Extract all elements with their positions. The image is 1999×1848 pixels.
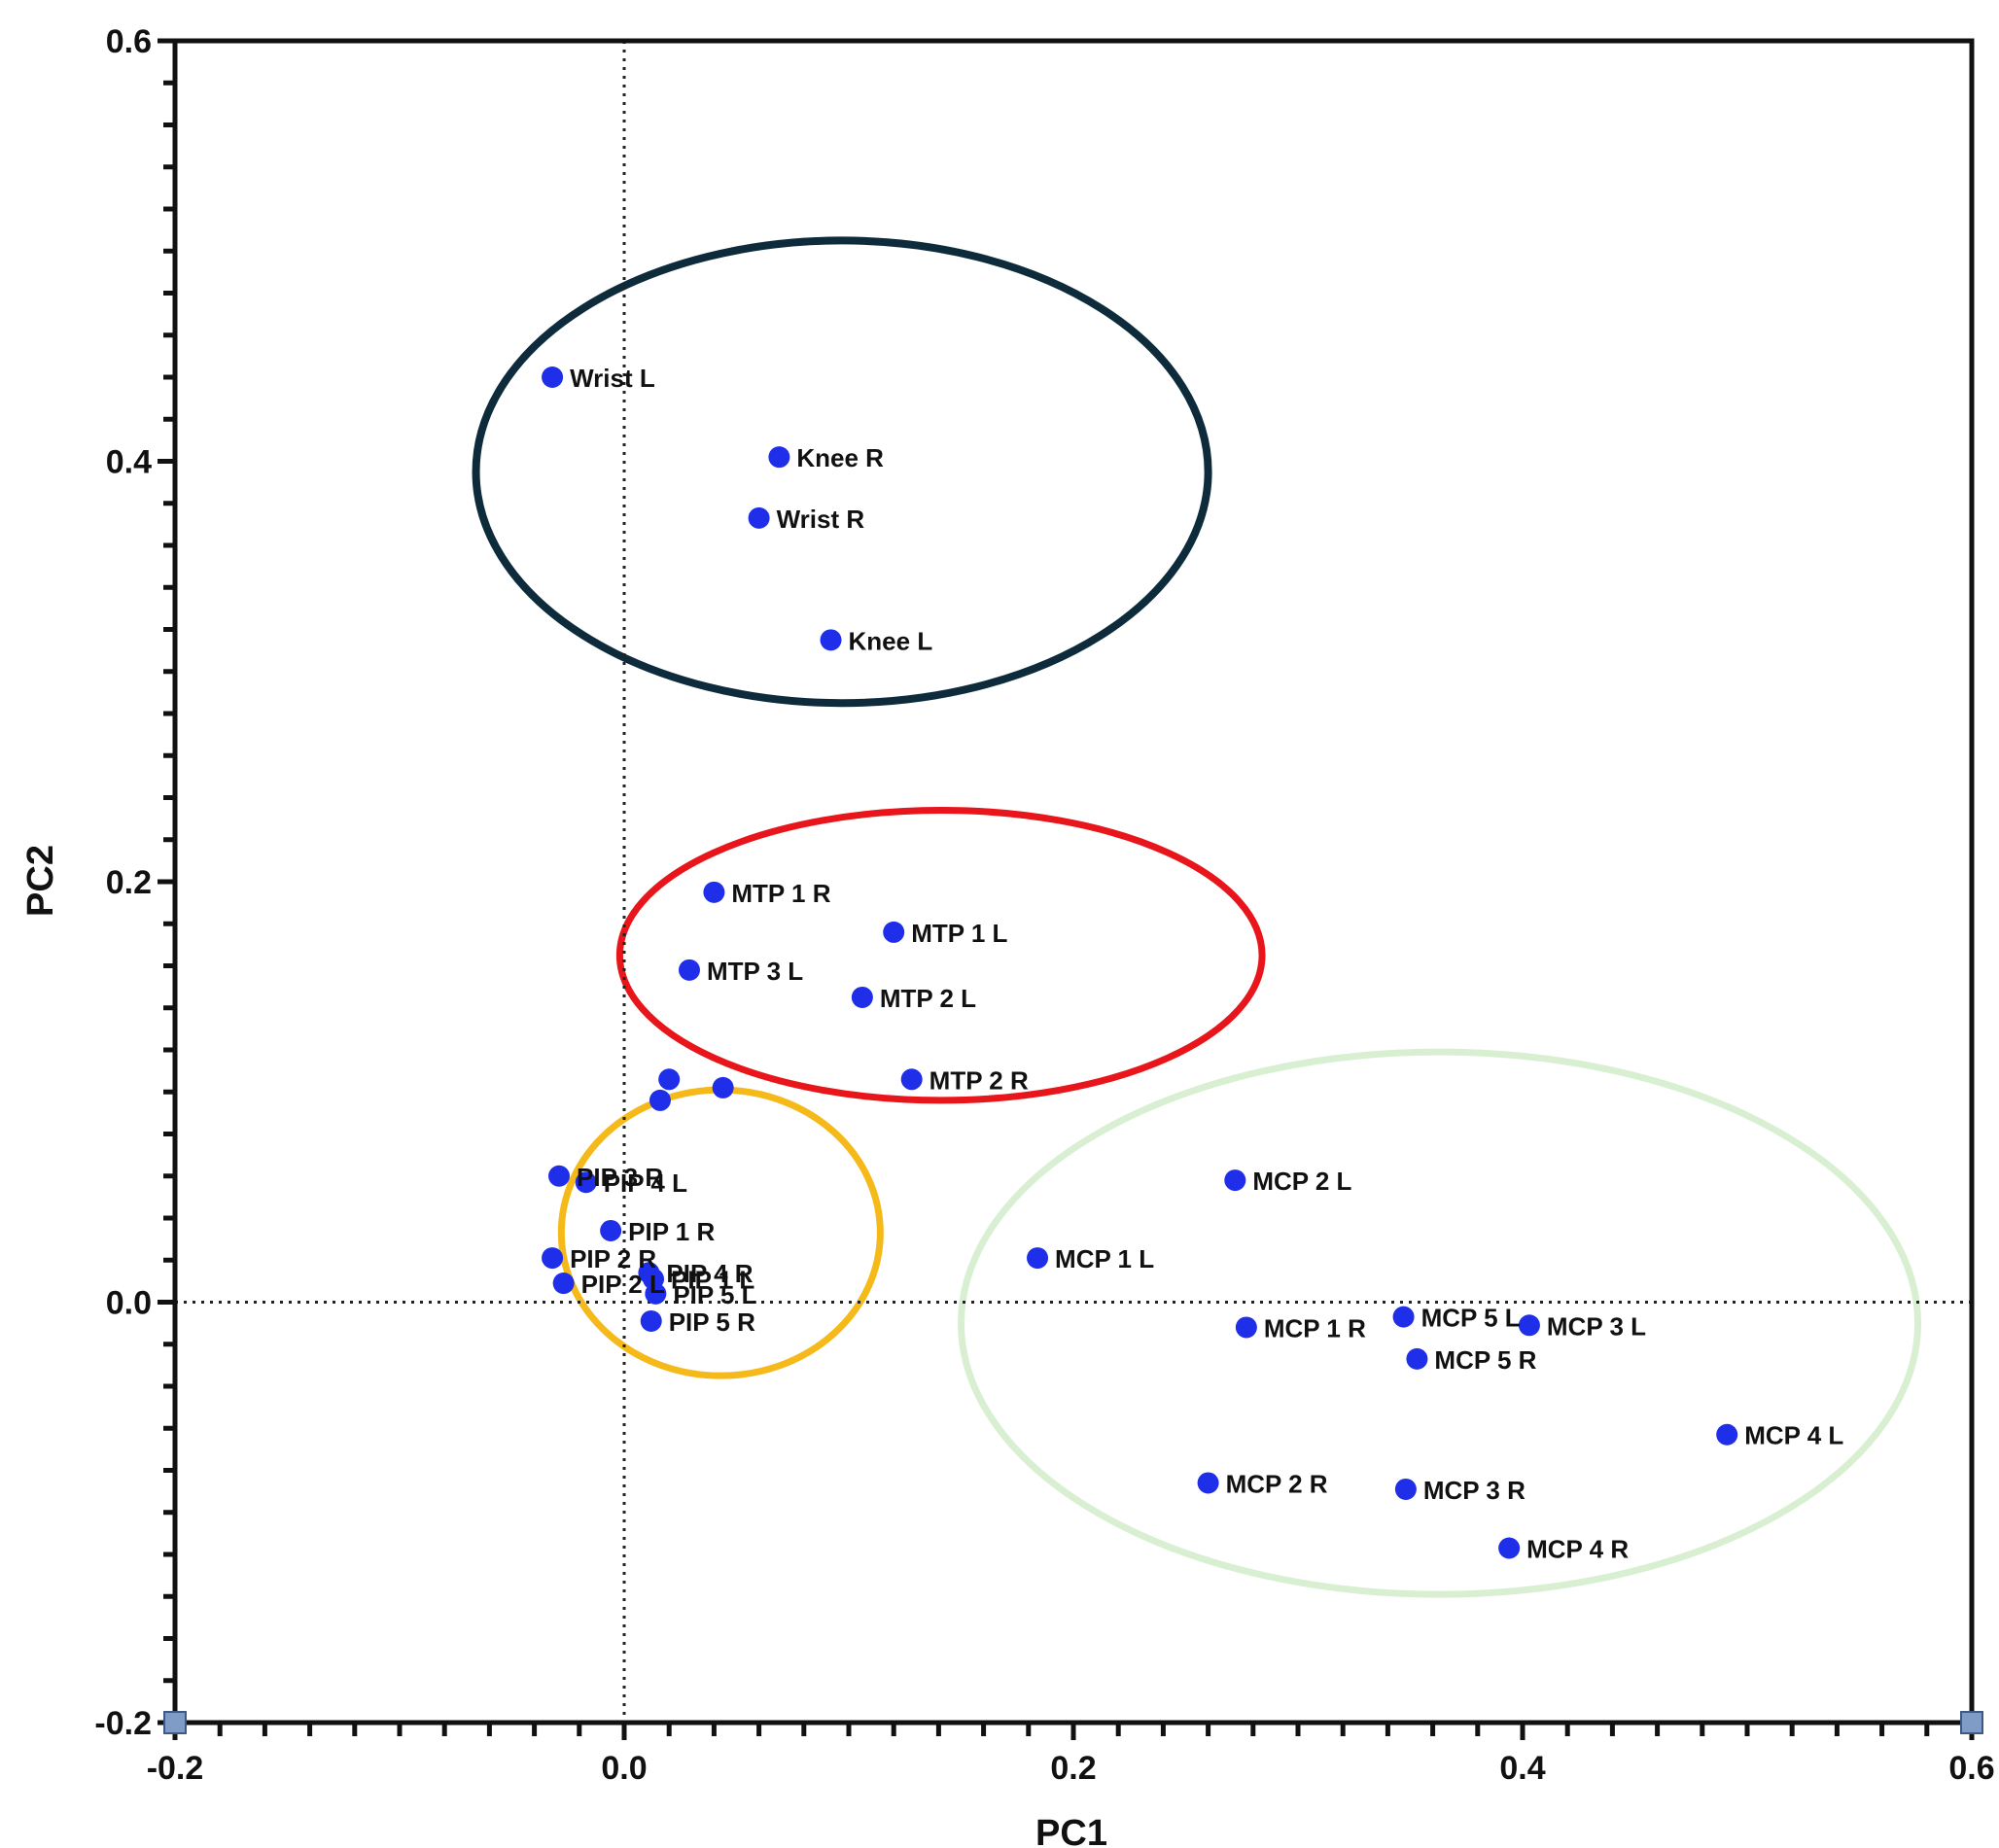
zero-reference-lines — [175, 41, 1972, 1723]
point-label: MCP 4 R — [1526, 1535, 1629, 1564]
point-label: MCP 1 R — [1264, 1313, 1366, 1342]
point-label: MCP 5 L — [1421, 1304, 1521, 1333]
data-point — [1518, 1314, 1540, 1337]
x-tick-label: 0.4 — [1499, 1750, 1545, 1787]
point-label: PIP 2 L — [581, 1270, 665, 1299]
x-axis-title: PC1 — [1035, 1813, 1107, 1848]
cluster-ellipse-1 — [472, 236, 1212, 708]
point-label: Knee L — [849, 626, 933, 655]
data-point — [645, 1282, 667, 1305]
data-point — [1224, 1169, 1246, 1192]
point-labels: Wrist L Knee R Wrist R Knee L MTP 1 R MTP 1 L… — [570, 364, 1843, 1564]
data-point — [1498, 1537, 1521, 1559]
point-label: MCP 2 R — [1226, 1469, 1328, 1498]
data-point — [1235, 1316, 1257, 1339]
data-point — [658, 1068, 681, 1091]
point-label: PIP 1 R — [628, 1217, 715, 1246]
data-point — [678, 959, 700, 981]
data-point — [703, 881, 725, 903]
data-point — [575, 1171, 597, 1194]
data-point — [712, 1076, 734, 1098]
data-point — [1197, 1472, 1219, 1494]
axis-end-marker — [1960, 1711, 1983, 1734]
data-point — [649, 1089, 671, 1111]
point-label: MCP 5 R — [1434, 1345, 1536, 1375]
data-point — [1394, 1478, 1417, 1500]
data-point — [768, 446, 790, 469]
point-label: MCP 3 R — [1423, 1476, 1526, 1505]
point-label: PIP 4 R — [666, 1259, 753, 1288]
point-label: PIP 4 L — [604, 1168, 687, 1198]
point-label: MTP 2 L — [880, 984, 976, 1013]
x-tick-label: 0.6 — [1948, 1750, 1994, 1787]
data-point — [542, 366, 564, 388]
data-points — [542, 366, 1738, 1559]
x-tick-label: 0.2 — [1050, 1750, 1096, 1787]
point-label: MTP 3 L — [707, 957, 803, 986]
data-point — [542, 1247, 564, 1270]
y-tick-label: 0.2 — [106, 864, 152, 901]
data-point — [1716, 1423, 1738, 1446]
point-label: Wrist R — [777, 505, 865, 534]
point-label: PIP 3 R — [577, 1163, 663, 1192]
data-point — [552, 1273, 575, 1295]
cluster-ellipse-4 — [958, 1048, 1922, 1598]
point-label: MTP 2 R — [929, 1065, 1029, 1095]
axes: -0.2 0.0 0.2 0.4 0.6 -0.2 0.0 0.2 0.4 0.6 — [94, 23, 1994, 1787]
y-tick-label: 0.0 — [106, 1285, 152, 1322]
point-label: PIP 1 L — [671, 1266, 754, 1295]
data-point — [548, 1165, 571, 1187]
cluster-ellipses — [472, 236, 1922, 1598]
data-point — [600, 1219, 622, 1241]
point-label: MCP 2 L — [1252, 1167, 1351, 1196]
point-label: MCP 4 L — [1744, 1421, 1843, 1450]
point-label: MCP 1 L — [1055, 1244, 1154, 1273]
axis-origin-marker — [163, 1711, 187, 1734]
point-label: Wrist L — [570, 364, 655, 393]
data-point — [748, 506, 770, 529]
data-point — [1392, 1306, 1415, 1328]
point-label: MTP 1 L — [911, 919, 1007, 948]
data-point — [640, 1309, 662, 1332]
point-label: PIP 2 R — [570, 1244, 656, 1273]
y-tick-label: -0.2 — [94, 1705, 152, 1742]
data-point — [1406, 1347, 1428, 1370]
point-label: MTP 1 R — [731, 879, 830, 908]
y-tick-label: 0.4 — [106, 444, 152, 481]
x-tick-label: 0.0 — [601, 1750, 647, 1787]
point-label: MCP 3 L — [1547, 1311, 1646, 1341]
y-tick-label: 0.6 — [106, 23, 152, 60]
point-label: PIP 5 R — [669, 1308, 755, 1337]
point-label: PIP 5 L — [673, 1280, 756, 1309]
data-point — [820, 629, 842, 651]
data-point — [1027, 1247, 1049, 1270]
x-tick-label: -0.2 — [147, 1750, 204, 1787]
cluster-ellipse-2 — [615, 806, 1266, 1104]
y-axis-title: PC2 — [20, 845, 61, 917]
point-label: Knee R — [796, 443, 884, 472]
data-point — [851, 986, 873, 1008]
data-point — [900, 1068, 923, 1091]
data-point — [883, 921, 905, 943]
